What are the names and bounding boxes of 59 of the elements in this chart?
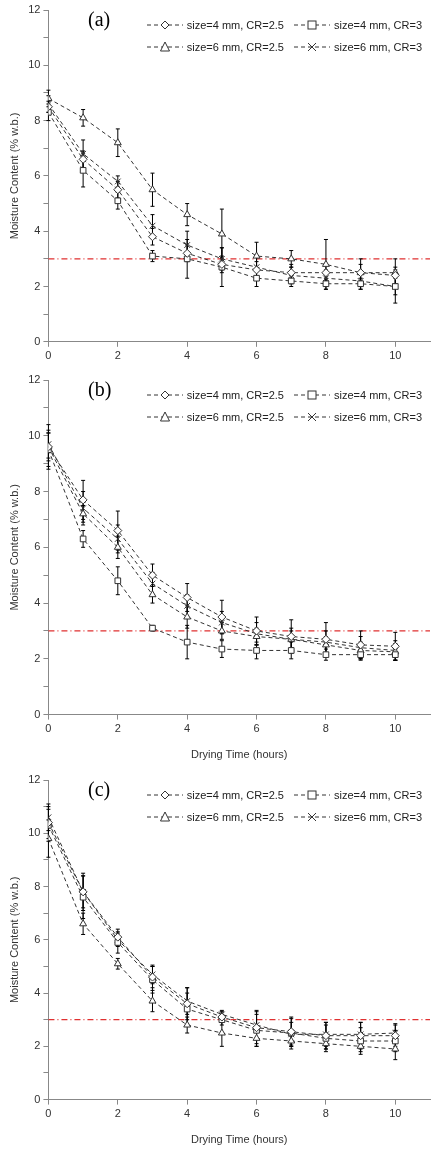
y-tick-label: 0: [34, 707, 41, 720]
legend-label: size=4 mm, CR=2.5: [186, 789, 284, 801]
y-tick-label: 8: [34, 113, 41, 126]
x-tick-label: 2: [114, 1107, 121, 1120]
x-tick-label: 10: [389, 722, 402, 735]
y-tick-label: 2: [34, 1039, 41, 1052]
y-axis-title: Moisture Content (% w.b.): [7, 876, 20, 1004]
legend-label: size=4 mm, CR=2.5: [186, 19, 284, 31]
x-tick-label: 0: [45, 722, 52, 735]
legend-label: size=4 mm, CR=2.5: [186, 389, 284, 401]
chart-title: (b): [88, 378, 112, 401]
x-tick-label: 4: [184, 349, 191, 362]
y-tick-label: 6: [34, 540, 41, 553]
x-tick-label: 4: [184, 722, 191, 735]
x-tick-label: 10: [389, 1107, 402, 1120]
legend-label: size=6 mm, CR=2.5: [186, 41, 284, 53]
y-axis-title: Moisture Content (% w.b.): [7, 484, 20, 611]
x-tick-label: 0: [45, 349, 52, 362]
y-tick-label: 12: [28, 773, 41, 786]
x-axis-title: Drying Time (hours): [190, 1133, 288, 1146]
legend-label: size=6 mm, CR=2.5: [186, 811, 284, 823]
legend-label: size=6 mm, CR=3: [333, 41, 422, 53]
y-tick-label: 6: [34, 932, 41, 945]
y-axis-title: Moisture Content (% w.b.): [7, 112, 20, 240]
x-tick-label: 2: [114, 349, 121, 362]
legend-label: size=4 mm, CR=3: [333, 789, 422, 801]
y-tick-label: 4: [34, 596, 41, 609]
chart-title: (a): [88, 8, 111, 31]
y-tick-label: 2: [34, 279, 41, 292]
x-tick-label: 8: [322, 722, 329, 735]
y-tick-label: 8: [34, 484, 41, 497]
x-tick-label: 6: [253, 722, 260, 735]
legend-label: size=6 mm, CR=3: [333, 811, 422, 823]
y-tick-label: 0: [34, 334, 41, 347]
y-tick-label: 4: [34, 986, 41, 999]
y-tick-label: 12: [28, 373, 41, 386]
x-tick-label: 6: [253, 349, 260, 362]
y-tick-label: 4: [34, 224, 41, 237]
legend-label: size=4 mm, CR=3: [333, 19, 422, 31]
x-tick-label: 4: [184, 1107, 191, 1120]
x-tick-label: 2: [114, 722, 121, 735]
chart-title: (c): [88, 778, 111, 801]
legend-label: size=4 mm, CR=3: [333, 389, 422, 401]
y-tick-label: 12: [28, 3, 41, 16]
x-tick-label: 8: [322, 1107, 329, 1120]
legend-label: size=6 mm, CR=3: [333, 411, 422, 423]
x-tick-label: 8: [322, 349, 329, 362]
y-tick-label: 10: [28, 58, 41, 71]
y-tick-label: 2: [34, 651, 41, 664]
x-tick-label: 10: [389, 349, 402, 362]
y-tick-label: 10: [28, 826, 41, 839]
x-axis-title: Drying Time (hours): [190, 748, 288, 761]
y-tick-label: 0: [34, 1092, 41, 1105]
y-tick-label: 6: [34, 168, 41, 181]
y-tick-label: 10: [28, 428, 41, 441]
legend-label: size=6 mm, CR=2.5: [186, 411, 284, 423]
y-tick-label: 8: [34, 879, 41, 892]
x-tick-label: 6: [253, 1107, 260, 1120]
x-tick-label: 0: [45, 1107, 52, 1120]
